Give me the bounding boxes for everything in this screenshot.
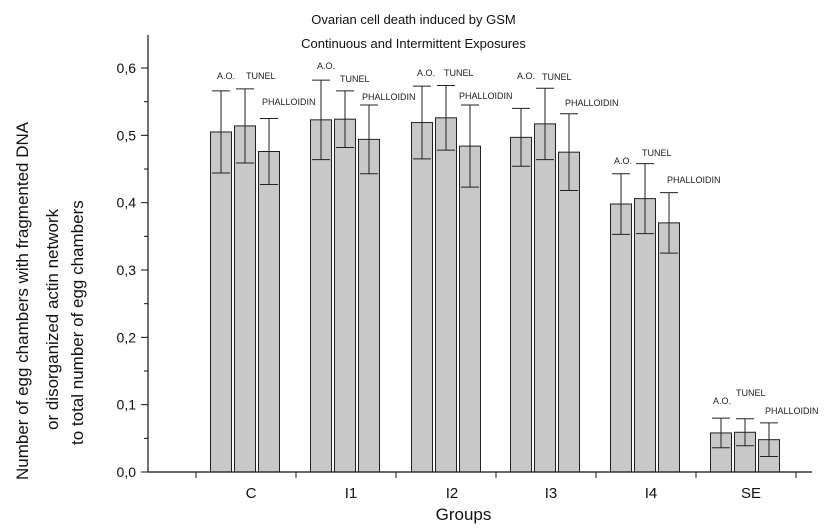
series-label-I2-A.O.: A.O. <box>417 68 435 78</box>
series-label-I3-TUNEL: TUNEL <box>542 72 572 82</box>
series-label-I2-PHALLOIDIN: PHALLOIDIN <box>459 91 513 101</box>
series-label-C-PHALLOIDIN: PHALLOIDIN <box>262 97 316 107</box>
y-axis-label-line-2: or disorganized actin network <box>43 208 62 430</box>
axes-layer: 0,0 0,1 0,2 0,3 0,4 0,5 0,6 C I1 I2 I3 I4 SE <box>117 35 812 502</box>
y-axis-label-line-1: Number of egg chambers with fragmented D… <box>13 121 32 480</box>
bar-I4-A.O. <box>610 203 632 473</box>
chart-title-line-2: Continuous and Intermittent Exposures <box>301 36 526 51</box>
x-tick-label-I4: I4 <box>645 485 658 502</box>
y-axis-label-line-3: to total number of egg chambers <box>68 200 87 445</box>
series-label-I1-TUNEL: TUNEL <box>340 74 370 84</box>
series-label-C-A.O.: A.O. <box>217 71 235 81</box>
y-tick-label-0,4: 0,4 <box>117 195 137 211</box>
y-tick-label-0,2: 0,2 <box>117 329 137 345</box>
x-tick-label-I2: I2 <box>446 485 459 502</box>
series-label-I1-A.O.: A.O. <box>317 61 335 71</box>
bar-I2-PHALLOIDIN <box>459 145 481 473</box>
bar-C-TUNEL <box>234 125 256 473</box>
bar-I2-TUNEL <box>435 117 457 473</box>
bars-layer <box>210 79 780 473</box>
series-label-I3-PHALLOIDIN: PHALLOIDIN <box>565 98 619 108</box>
y-tick-label-0,0: 0,0 <box>117 464 137 480</box>
x-tick-label-I3: I3 <box>545 485 558 502</box>
series-label-C-TUNEL: TUNEL <box>246 71 276 81</box>
x-tick-label-C: C <box>246 485 257 502</box>
bar-I1-TUNEL <box>334 118 356 473</box>
bar-I4-TUNEL <box>634 198 656 473</box>
x-tick-label-SE: SE <box>741 485 761 502</box>
bar-I2-A.O. <box>411 122 433 473</box>
series-label-I1-PHALLOIDIN: PHALLOIDIN <box>362 92 416 102</box>
bar-I1-PHALLOIDIN <box>358 138 380 473</box>
bar-C-PHALLOIDIN <box>258 150 280 473</box>
bar-C-A.O. <box>210 131 232 473</box>
bar-I4-PHALLOIDIN <box>658 222 680 473</box>
chart-title-line-1: Ovarian cell death induced by GSM <box>311 12 516 27</box>
bar-I1-A.O. <box>310 119 332 473</box>
series-label-SE-A.O.: A.O. <box>713 396 731 406</box>
series-labels-layer: A.O. TUNEL PHALLOIDIN A.O. TUNEL PHALLOIDIN A.… <box>217 61 819 416</box>
y-tick-label-0,3: 0,3 <box>117 262 137 278</box>
series-label-I4-A.O.: A.O. <box>614 156 632 166</box>
series-label-I4-TUNEL: TUNEL <box>642 148 672 158</box>
series-label-I4-PHALLOIDIN: PHALLOIDIN <box>667 175 721 185</box>
bar-I3-A.O. <box>510 136 532 473</box>
series-label-SE-TUNEL: TUNEL <box>736 388 766 398</box>
y-tick-label-0,1: 0,1 <box>117 397 137 413</box>
series-label-SE-PHALLOIDIN: PHALLOIDIN <box>765 406 819 416</box>
bar-I3-PHALLOIDIN <box>558 151 580 473</box>
x-tick-label-I1: I1 <box>345 485 358 502</box>
series-label-I3-A.O.: A.O. <box>517 71 535 81</box>
x-axis-label: Groups <box>435 505 492 524</box>
y-tick-label-0,5: 0,5 <box>117 127 137 143</box>
bar-I3-TUNEL <box>534 123 556 473</box>
y-tick-label-0,6: 0,6 <box>117 60 137 76</box>
series-label-I2-TUNEL: TUNEL <box>444 68 474 78</box>
